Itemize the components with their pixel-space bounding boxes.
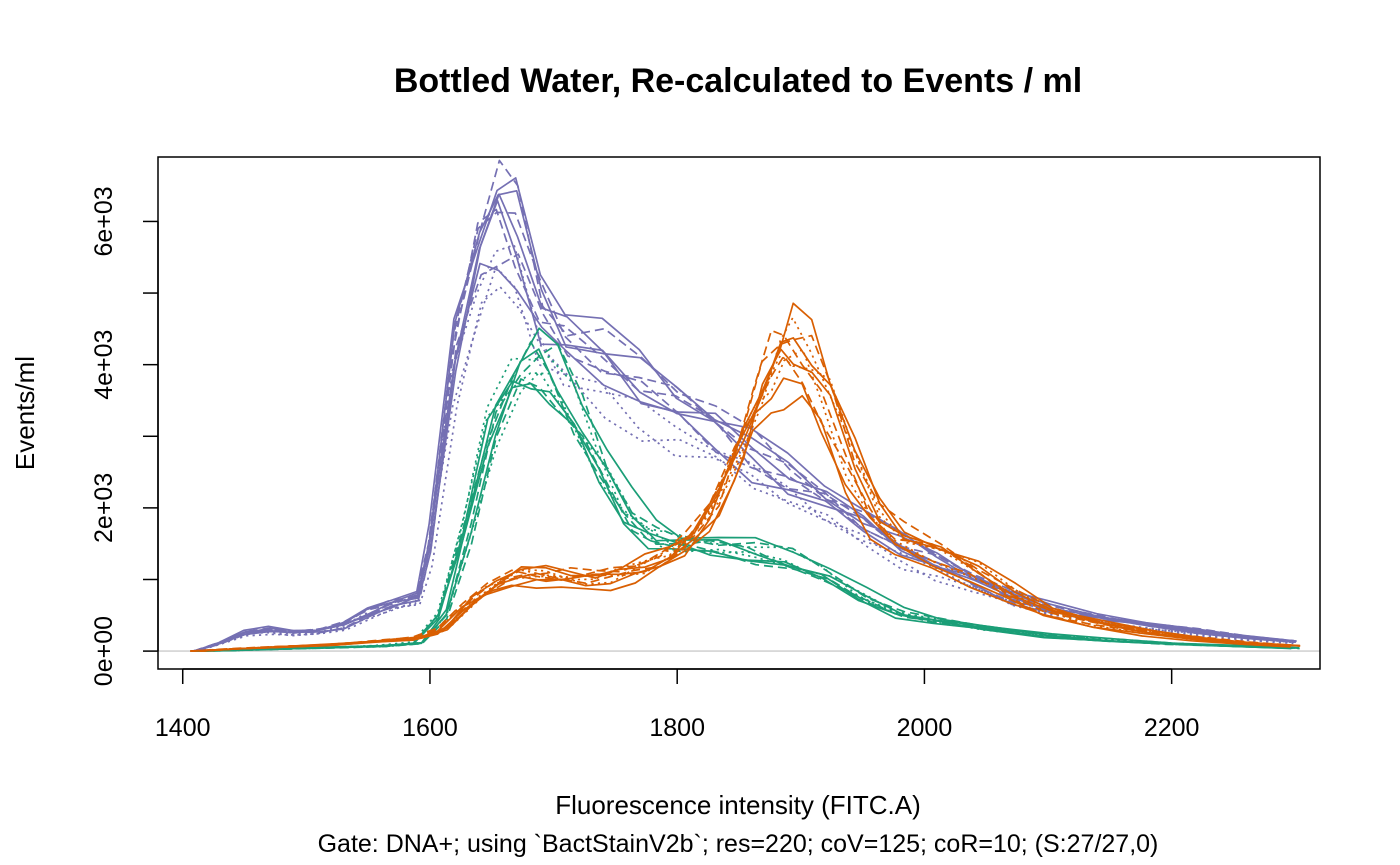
y-tick-label: 0e+00 [90, 616, 118, 686]
density-curve-3-1 [199, 348, 1301, 652]
y-tick-label: 4e+03 [90, 330, 118, 400]
density-curve-3-11 [199, 317, 1300, 652]
density-curve-1-1 [195, 189, 1296, 652]
density-curve-1-12 [192, 244, 1293, 652]
density-curve-2-3 [199, 327, 1300, 652]
density-curve-1-11 [197, 286, 1298, 652]
y-axis-label: Events/ml [10, 356, 40, 470]
y-tick-label: 2e+03 [90, 473, 118, 543]
chart-title: Bottled Water, Re-calculated to Events /… [394, 62, 1082, 100]
density-curve-3-9 [199, 354, 1300, 652]
plot-lines [158, 159, 1320, 652]
density-curve-1-7 [196, 159, 1297, 652]
density-curve-2-4 [190, 382, 1292, 652]
x-tick-label: 2000 [897, 714, 953, 742]
density-curve-3-6 [190, 329, 1291, 652]
density-curve-3-2 [190, 377, 1291, 652]
y-axis: 0e+00 2e+03 4e+03 6e+03 [90, 186, 159, 686]
chart-subtitle: Gate: DNA+; using `BactStainV2b`; res=22… [318, 830, 1159, 858]
density-curve-3-8 [190, 354, 1291, 652]
x-tick-label: 2200 [1144, 714, 1200, 742]
density-curve-3-10 [190, 348, 1292, 652]
x-axis-label: Fluorescence intensity (FITC.A) [555, 790, 921, 820]
density-curve-3-5 [199, 302, 1301, 652]
density-curve-3-3 [199, 337, 1301, 652]
x-axis: 1400 1600 1800 2000 2200 [155, 668, 1200, 742]
density-curve-1-3 [195, 262, 1296, 652]
density-curve-2-10 [190, 356, 1291, 652]
density-curve-2-7 [199, 378, 1300, 652]
plot-frame [157, 156, 1321, 670]
x-tick-label: 1800 [649, 714, 705, 742]
x-tick-label: 1400 [155, 714, 211, 742]
x-tick-label: 1600 [402, 714, 458, 742]
y-tick-label: 6e+03 [90, 186, 118, 256]
density-curve-2-1 [198, 348, 1300, 652]
density-curve-1-4 [194, 177, 1295, 652]
density-curve-3-7 [199, 334, 1300, 652]
density-curve-2-8 [190, 372, 1291, 652]
density-curve-2-6 [190, 341, 1291, 652]
density-curve-3-4 [190, 394, 1291, 652]
density-curve-1-8 [193, 208, 1294, 652]
density-curve-2-2 [191, 380, 1292, 652]
density-curve-2-5 [199, 343, 1300, 652]
